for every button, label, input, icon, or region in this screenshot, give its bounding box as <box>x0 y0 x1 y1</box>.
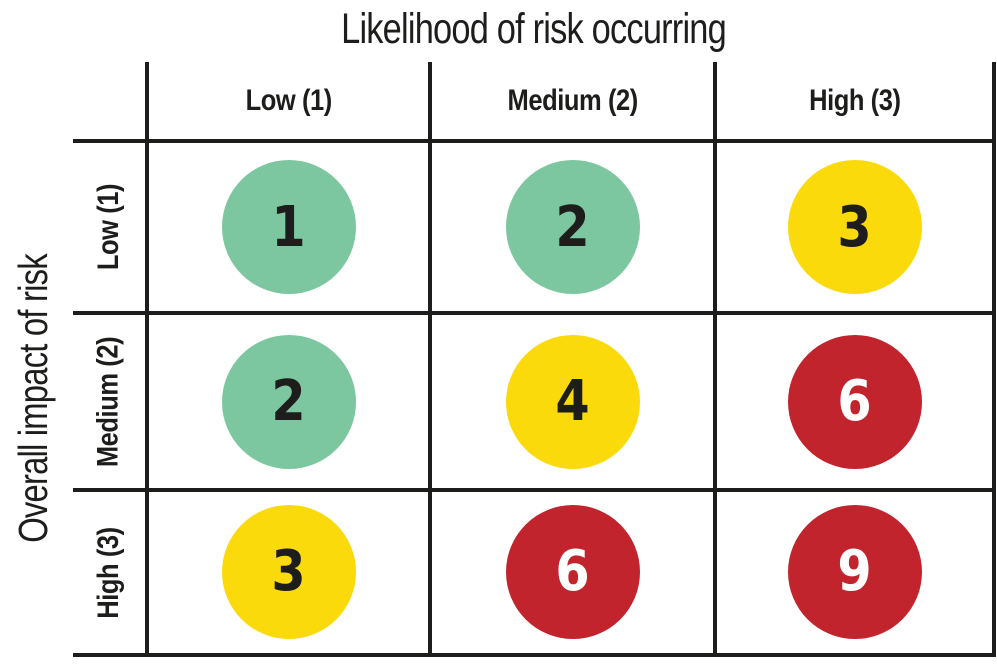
grid-line-horizontal-2 <box>73 311 996 315</box>
matrix-cell-r3c3: 9 <box>715 490 994 653</box>
column-header-low: Low (1) <box>147 62 430 139</box>
risk-score-circle-8: 6 <box>505 504 640 639</box>
matrix-cell-r1c2: 2 <box>430 141 715 313</box>
column-header-high-text: High (3) <box>808 83 901 117</box>
matrix-title-text: Likelihood of risk occurring <box>341 4 727 53</box>
risk-score-circle-2: 2 <box>505 160 640 294</box>
column-header-medium-text: Medium (2) <box>507 83 638 117</box>
row-label-medium: Medium (2) <box>73 313 145 490</box>
matrix-cell-r3c2: 6 <box>430 490 715 653</box>
matrix-title: Likelihood of risk occurring <box>73 0 994 58</box>
row-label-high-text: High (3) <box>92 527 125 619</box>
risk-score-circle-9: 9 <box>787 504 922 639</box>
grid-line-vertical-1 <box>145 62 149 657</box>
row-label-low-text: Low (1) <box>92 183 125 271</box>
matrix-cell-r2c1: 2 <box>147 313 430 490</box>
y-axis-label: Overall impact of risk <box>0 141 66 655</box>
grid-line-horizontal-bottom <box>73 653 996 657</box>
matrix-cell-r2c2: 4 <box>430 313 715 490</box>
matrix-cell-r1c3: 3 <box>715 141 994 313</box>
risk-score-circle-6: 6 <box>787 334 922 469</box>
risk-score-circle-4: 2 <box>221 334 356 469</box>
matrix-cell-r2c3: 6 <box>715 313 994 490</box>
risk-score-circle-1: 1 <box>221 160 356 294</box>
column-header-low-text: Low (1) <box>245 83 332 117</box>
grid-line-horizontal-3 <box>73 488 996 492</box>
column-header-high: High (3) <box>715 62 994 139</box>
row-label-medium-text: Medium (2) <box>92 336 125 467</box>
grid-line-vertical-3 <box>713 62 717 657</box>
grid-line-vertical-right <box>992 62 996 657</box>
risk-score-circle-5: 4 <box>505 334 640 469</box>
risk-score-circle-3: 3 <box>787 160 922 294</box>
risk-score-circle-7: 3 <box>221 504 356 639</box>
matrix-cell-r3c1: 3 <box>147 490 430 653</box>
grid-line-horizontal-1 <box>73 139 996 143</box>
y-axis-label-text: Overall impact of risk <box>9 253 56 543</box>
column-header-medium: Medium (2) <box>430 62 715 139</box>
matrix-cell-r1c1: 1 <box>147 141 430 313</box>
row-label-low: Low (1) <box>73 141 145 313</box>
grid-line-vertical-2 <box>428 62 432 657</box>
row-label-high: High (3) <box>73 490 145 656</box>
